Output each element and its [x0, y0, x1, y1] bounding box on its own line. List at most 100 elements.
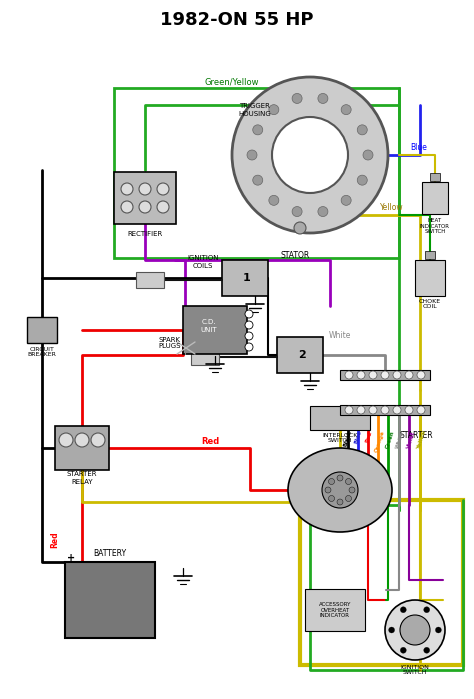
Circle shape: [328, 496, 335, 501]
Circle shape: [357, 175, 367, 185]
Bar: [340, 405, 430, 415]
Circle shape: [157, 183, 169, 195]
Circle shape: [369, 371, 377, 379]
Bar: [65, 562, 155, 638]
Circle shape: [337, 475, 343, 481]
Circle shape: [401, 647, 406, 654]
Circle shape: [245, 321, 253, 329]
Circle shape: [405, 371, 413, 379]
Circle shape: [318, 206, 328, 217]
Bar: [277, 337, 323, 373]
Ellipse shape: [288, 448, 392, 532]
Bar: [191, 349, 219, 365]
Text: ACCESSORY
OVERHEAT
INDICATOR: ACCESSORY OVERHEAT INDICATOR: [319, 602, 351, 619]
Text: White: White: [329, 331, 351, 340]
Circle shape: [401, 607, 406, 613]
Circle shape: [269, 105, 279, 115]
Bar: [300, 500, 463, 665]
Bar: [415, 260, 445, 296]
Text: Blue: Blue: [410, 143, 427, 152]
Text: STARTER: STARTER: [400, 431, 434, 440]
Circle shape: [253, 125, 263, 135]
Text: White: White: [395, 430, 406, 449]
Circle shape: [253, 175, 263, 185]
Circle shape: [363, 150, 373, 160]
Circle shape: [139, 183, 151, 195]
Circle shape: [417, 371, 425, 379]
Circle shape: [381, 371, 389, 379]
Circle shape: [337, 499, 343, 505]
Circle shape: [369, 406, 377, 414]
Circle shape: [232, 77, 388, 233]
Text: Black: Black: [343, 430, 353, 448]
Circle shape: [292, 206, 302, 217]
Bar: [305, 589, 365, 631]
Text: SPARK
PLUGS: SPARK PLUGS: [159, 336, 181, 350]
Text: STARTER
RELAY: STARTER RELAY: [67, 472, 97, 484]
Circle shape: [121, 183, 133, 195]
Bar: [183, 306, 247, 354]
Circle shape: [424, 607, 430, 613]
Text: C.D.
UNIT: C.D. UNIT: [201, 319, 217, 333]
Circle shape: [393, 371, 401, 379]
Circle shape: [157, 201, 169, 213]
Circle shape: [341, 105, 351, 115]
Text: IGNITION
COILS: IGNITION COILS: [187, 256, 219, 268]
Text: INTERLOCK
SWITCH: INTERLOCK SWITCH: [322, 433, 358, 443]
Circle shape: [121, 201, 133, 213]
Text: CIRCUIT
BREAKER: CIRCUIT BREAKER: [27, 347, 56, 357]
Circle shape: [389, 627, 394, 633]
Circle shape: [346, 479, 352, 484]
Bar: [425, 251, 435, 259]
Circle shape: [247, 150, 257, 160]
Bar: [310, 406, 370, 430]
Bar: [222, 260, 268, 296]
Text: Red: Red: [51, 532, 60, 548]
Circle shape: [349, 487, 355, 493]
Text: Red: Red: [365, 430, 373, 443]
Circle shape: [139, 201, 151, 213]
Bar: [55, 426, 109, 470]
Text: 1982-ON 55 HP: 1982-ON 55 HP: [160, 11, 314, 29]
Circle shape: [345, 371, 353, 379]
Circle shape: [393, 406, 401, 414]
Text: IGNITION
SWITCH: IGNITION SWITCH: [401, 665, 429, 675]
Bar: [340, 370, 430, 380]
Text: TRIGGER
HOUSING: TRIGGER HOUSING: [238, 103, 272, 117]
Bar: [422, 182, 448, 214]
Text: CHOKE
COIL: CHOKE COIL: [419, 298, 441, 310]
Text: Orange: Orange: [374, 430, 385, 453]
Circle shape: [357, 406, 365, 414]
Text: +: +: [67, 553, 75, 563]
Circle shape: [417, 406, 425, 414]
Circle shape: [269, 195, 279, 206]
Text: STATOR: STATOR: [281, 250, 310, 259]
Circle shape: [245, 343, 253, 351]
Text: Yellow: Yellow: [416, 430, 427, 451]
Circle shape: [245, 310, 253, 318]
Text: Green: Green: [385, 430, 395, 449]
Circle shape: [400, 615, 430, 645]
Text: RECTIFIER: RECTIFIER: [128, 231, 163, 237]
Bar: [430, 173, 440, 181]
Circle shape: [424, 647, 430, 654]
Bar: [114, 172, 176, 224]
Circle shape: [405, 406, 413, 414]
Text: Green/Yellow: Green/Yellow: [205, 78, 259, 87]
Circle shape: [341, 195, 351, 206]
Text: 2: 2: [298, 350, 306, 360]
Circle shape: [59, 433, 73, 447]
Bar: [27, 317, 57, 343]
Circle shape: [346, 496, 352, 501]
Circle shape: [328, 479, 335, 484]
Text: Violet: Violet: [406, 430, 416, 449]
Circle shape: [357, 125, 367, 135]
Text: BATTERY: BATTERY: [93, 549, 127, 559]
Circle shape: [245, 332, 253, 340]
Text: Red: Red: [201, 438, 219, 447]
Text: Blue: Blue: [354, 430, 363, 445]
Circle shape: [325, 487, 331, 493]
Circle shape: [322, 472, 358, 508]
Text: HEAT
INDICATOR
SWITCH: HEAT INDICATOR SWITCH: [420, 217, 450, 234]
Bar: [136, 272, 164, 288]
